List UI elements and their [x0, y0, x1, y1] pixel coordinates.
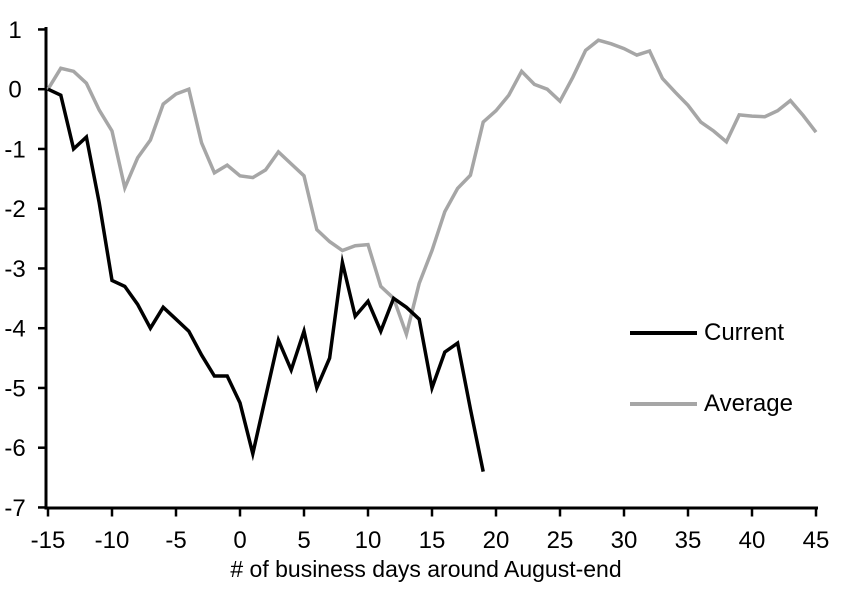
series-line-current: [47, 87, 485, 472]
x-tick-label: 0: [233, 527, 246, 554]
x-tick-label: 10: [355, 527, 382, 554]
y-tick-label: 1: [8, 17, 21, 44]
y-tick-label: -4: [4, 316, 25, 343]
series-line-average: [46, 38, 818, 341]
x-tick-label: 15: [419, 527, 446, 554]
y-tick-label: -3: [4, 256, 25, 283]
x-tick-label: 40: [739, 527, 766, 554]
y-tick-label: -6: [4, 435, 25, 462]
y-tick-label: -1: [4, 136, 25, 163]
x-axis-ticks: -15 -10 -5 0 5 10 15 20 25 30 35 40 45: [31, 508, 830, 554]
y-tick-label: -2: [4, 196, 25, 223]
series-lines: [46, 38, 818, 472]
y-axis-ticks: 1 0 -1 -2 -3 -4 -5 -6 -7: [4, 17, 45, 522]
x-tick-label: -15: [31, 527, 66, 554]
x-tick-label: 35: [675, 527, 702, 554]
y-tick-label: -5: [4, 375, 25, 402]
x-tick-label: 30: [611, 527, 638, 554]
x-axis-title: # of business days around August-end: [230, 556, 622, 582]
x-tick-label: -5: [165, 527, 186, 554]
y-tick-label: -7: [4, 495, 25, 522]
x-tick-label: 45: [803, 527, 830, 554]
x-tick-label: 20: [483, 527, 510, 554]
x-tick-label: 5: [297, 527, 310, 554]
x-tick-label: 25: [547, 527, 574, 554]
x-tick-label: -10: [95, 527, 130, 554]
y-tick-label: 0: [8, 77, 21, 104]
